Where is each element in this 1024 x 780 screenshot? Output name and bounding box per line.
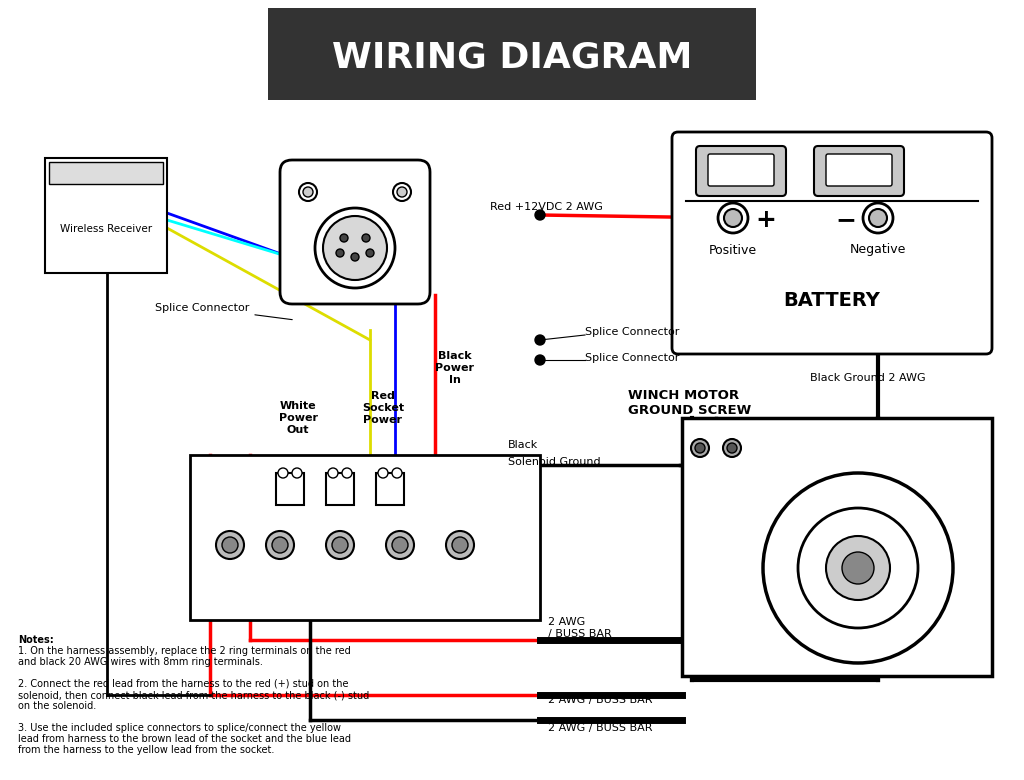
Text: 3. Use the included splice connectors to splice/connect the yellow: 3. Use the included splice connectors to… [18, 723, 341, 733]
Circle shape [340, 234, 348, 242]
Circle shape [315, 208, 395, 288]
Circle shape [718, 203, 748, 233]
Circle shape [691, 439, 709, 457]
Text: BATTERY: BATTERY [783, 290, 881, 310]
FancyBboxPatch shape [672, 132, 992, 354]
Circle shape [351, 253, 359, 261]
FancyBboxPatch shape [280, 160, 430, 304]
Circle shape [386, 531, 414, 559]
Circle shape [392, 537, 408, 553]
Text: Splice Connector: Splice Connector [155, 303, 292, 320]
Circle shape [336, 249, 344, 257]
Text: Red
Socket
Power: Red Socket Power [361, 392, 404, 424]
Text: 2 AWG / BUSS BAR: 2 AWG / BUSS BAR [548, 695, 652, 705]
Text: on the solenoid.: on the solenoid. [18, 701, 96, 711]
Text: WINCH MOTOR
GROUND SCREW: WINCH MOTOR GROUND SCREW [628, 389, 752, 417]
Circle shape [869, 209, 887, 227]
FancyBboxPatch shape [814, 146, 904, 196]
Circle shape [724, 209, 742, 227]
Circle shape [326, 531, 354, 559]
Circle shape [763, 473, 953, 663]
Circle shape [328, 468, 338, 478]
Circle shape [842, 552, 874, 584]
Text: Notes:: Notes: [18, 635, 53, 645]
FancyBboxPatch shape [696, 146, 786, 196]
Circle shape [535, 355, 545, 365]
Circle shape [798, 508, 918, 628]
Text: Splice Connector: Splice Connector [585, 327, 679, 337]
Text: Negative: Negative [850, 243, 906, 257]
Circle shape [535, 335, 545, 345]
Circle shape [727, 443, 737, 453]
Text: −: − [835, 208, 856, 232]
Text: Solenoid Ground: Solenoid Ground [508, 457, 601, 467]
Circle shape [826, 536, 890, 600]
FancyBboxPatch shape [190, 455, 540, 620]
Circle shape [535, 210, 545, 220]
Circle shape [723, 439, 741, 457]
FancyBboxPatch shape [708, 154, 774, 186]
Circle shape [342, 468, 352, 478]
Circle shape [366, 249, 374, 257]
Text: Black Ground 2 AWG: Black Ground 2 AWG [810, 373, 926, 383]
Text: Red +12VDC 2 AWG: Red +12VDC 2 AWG [490, 202, 603, 212]
Text: 1. On the harness assembly, replace the 2 ring terminals on the red: 1. On the harness assembly, replace the … [18, 646, 351, 656]
Circle shape [362, 234, 370, 242]
FancyBboxPatch shape [268, 8, 756, 100]
Text: from the harness to the yellow lead from the socket.: from the harness to the yellow lead from… [18, 745, 274, 755]
Circle shape [452, 537, 468, 553]
Text: solenoid, then connect black lead from the harness to the black (-) stud: solenoid, then connect black lead from t… [18, 690, 370, 700]
Text: 2. Connect the red lead from the harness to the red (+) stud on the: 2. Connect the red lead from the harness… [18, 679, 348, 689]
Circle shape [222, 537, 238, 553]
Circle shape [397, 187, 407, 197]
Text: 2 AWG
/ BUSS BAR: 2 AWG / BUSS BAR [548, 617, 611, 639]
Text: Black
Power
In: Black Power In [435, 352, 474, 385]
Circle shape [278, 468, 288, 478]
FancyBboxPatch shape [682, 418, 992, 676]
Circle shape [393, 183, 411, 201]
Text: Wireless Receiver: Wireless Receiver [60, 225, 152, 234]
FancyBboxPatch shape [276, 473, 304, 505]
FancyBboxPatch shape [826, 154, 892, 186]
Text: Splice Connector: Splice Connector [585, 353, 679, 363]
Circle shape [266, 531, 294, 559]
Text: 2 AWG / BUSS BAR: 2 AWG / BUSS BAR [548, 723, 652, 733]
Circle shape [863, 203, 893, 233]
FancyBboxPatch shape [45, 158, 167, 273]
Circle shape [378, 468, 388, 478]
FancyBboxPatch shape [376, 473, 404, 505]
Circle shape [299, 183, 317, 201]
Circle shape [695, 443, 705, 453]
Text: White
Power
Out: White Power Out [279, 402, 317, 434]
Circle shape [272, 537, 288, 553]
Circle shape [323, 216, 387, 280]
Circle shape [303, 187, 313, 197]
FancyBboxPatch shape [49, 162, 163, 184]
Text: lead from harness to the brown lead of the socket and the blue lead: lead from harness to the brown lead of t… [18, 734, 351, 744]
Text: Black: Black [508, 440, 539, 450]
Circle shape [332, 537, 348, 553]
Circle shape [216, 531, 244, 559]
Text: WIRING DIAGRAM: WIRING DIAGRAM [332, 41, 692, 75]
Text: Positive: Positive [709, 243, 757, 257]
Circle shape [392, 468, 402, 478]
Text: +: + [755, 208, 776, 232]
Circle shape [292, 468, 302, 478]
FancyBboxPatch shape [326, 473, 354, 505]
Text: and black 20 AWG wires with 8mm ring terminals.: and black 20 AWG wires with 8mm ring ter… [18, 657, 263, 667]
Circle shape [446, 531, 474, 559]
